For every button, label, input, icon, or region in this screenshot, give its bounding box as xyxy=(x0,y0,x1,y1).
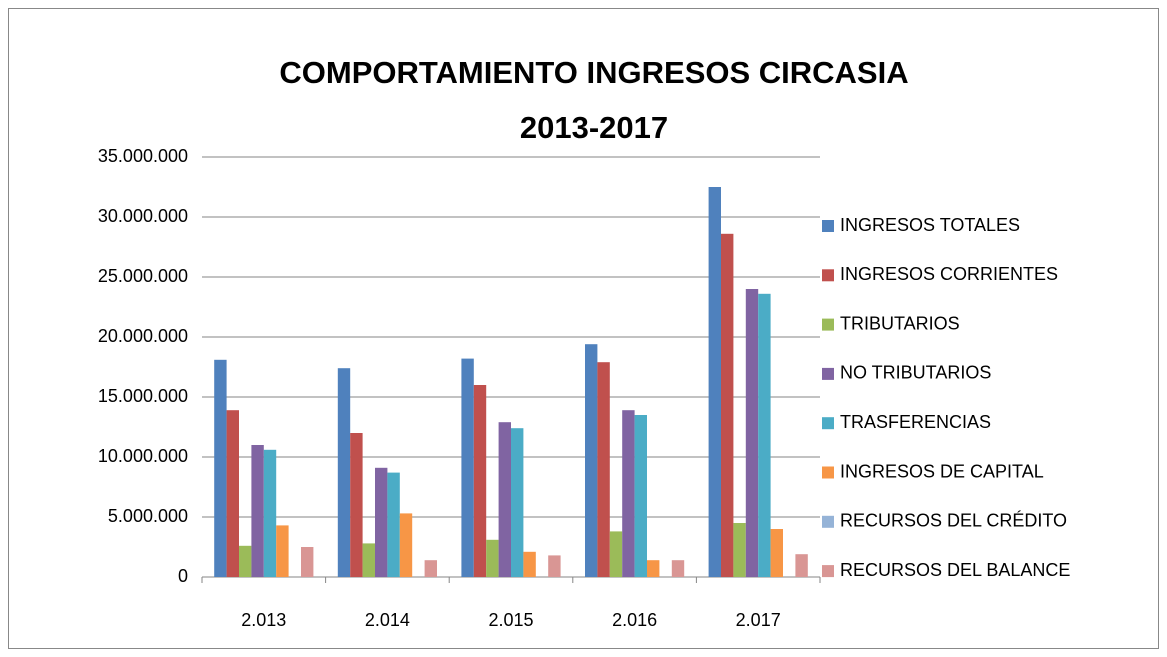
x-tick-label: 2.013 xyxy=(241,610,286,630)
x-tick-label: 2.014 xyxy=(365,610,410,630)
bar xyxy=(758,293,771,577)
bar xyxy=(733,523,746,577)
legend-label: RECURSOS DEL BALANCE xyxy=(840,560,1070,580)
x-tick-label: 2.017 xyxy=(736,610,781,630)
y-tick-label: 20.000.000 xyxy=(98,326,188,346)
bar xyxy=(647,560,660,577)
bar xyxy=(486,539,499,577)
bar xyxy=(226,410,239,577)
y-tick-label: 35.000.000 xyxy=(98,146,188,166)
bar xyxy=(263,449,277,577)
bar xyxy=(609,531,623,577)
legend-swatch xyxy=(822,417,834,430)
legend-label: INGRESOS CORRIENTES xyxy=(840,264,1058,284)
bar xyxy=(251,445,264,577)
bar xyxy=(622,410,635,577)
legend-label: NO TRIBUTARIOS xyxy=(840,363,991,383)
bar xyxy=(337,368,351,577)
bar xyxy=(375,467,388,577)
legend-swatch xyxy=(822,466,834,479)
bar xyxy=(548,555,561,577)
bar xyxy=(473,385,487,577)
bar xyxy=(523,551,536,577)
bar xyxy=(424,560,437,577)
chart-title: COMPORTAMIENTO INGRESOS CIRCASIA xyxy=(279,55,908,90)
bar xyxy=(239,545,252,577)
bar xyxy=(770,529,783,577)
bar xyxy=(708,187,721,577)
bar xyxy=(387,472,400,577)
bar xyxy=(597,362,610,577)
legend-label: RECURSOS DEL CRÉDITO xyxy=(840,511,1067,531)
chart-subtitle: 2013-2017 xyxy=(520,110,668,145)
bar xyxy=(301,547,314,577)
legend-label: TRIBUTARIOS xyxy=(840,313,960,333)
x-tick-label: 2.015 xyxy=(488,610,533,630)
bar xyxy=(276,525,289,577)
y-tick-label: 10.000.000 xyxy=(98,446,188,466)
bar xyxy=(461,358,474,577)
bar xyxy=(795,554,808,577)
bar xyxy=(362,543,375,577)
y-tick-label: 0 xyxy=(178,566,188,586)
bar xyxy=(498,422,511,577)
legend-swatch xyxy=(822,367,834,380)
legend-swatch xyxy=(822,565,834,578)
bar xyxy=(399,513,413,577)
legend-label: INGRESOS DE CAPITAL xyxy=(840,461,1044,481)
bar xyxy=(350,433,363,577)
y-tick-label: 15.000.000 xyxy=(98,386,188,406)
bar xyxy=(671,560,685,577)
bar xyxy=(511,428,524,577)
legend-swatch xyxy=(822,515,834,528)
legend-label: TRASFERENCIAS xyxy=(840,412,991,432)
legend-label: INGRESOS TOTALES xyxy=(840,215,1020,235)
bar xyxy=(585,344,598,577)
bar xyxy=(634,415,647,577)
legend-swatch xyxy=(822,318,834,331)
x-tick-label: 2.016 xyxy=(612,610,657,630)
bar xyxy=(745,289,759,577)
legend-swatch xyxy=(822,220,834,232)
y-tick-label: 30.000.000 xyxy=(98,206,188,226)
chart-frame xyxy=(8,8,1159,649)
legend-swatch xyxy=(822,269,834,282)
bar xyxy=(214,359,227,577)
y-tick-label: 25.000.000 xyxy=(98,266,188,286)
y-tick-label: 5.000.000 xyxy=(108,506,188,526)
bar xyxy=(721,233,734,578)
